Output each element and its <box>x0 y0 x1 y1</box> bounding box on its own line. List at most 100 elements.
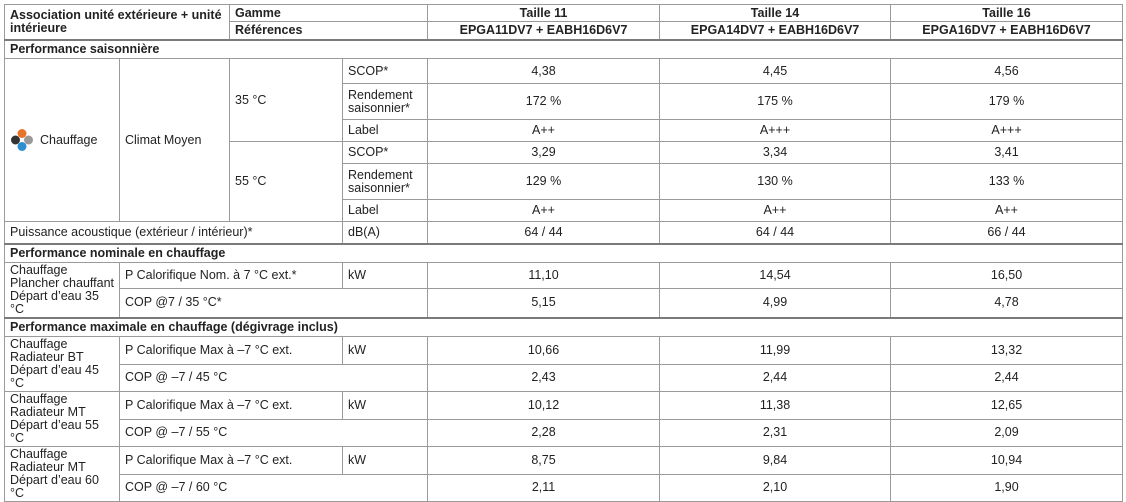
value-cell: 64 / 44 <box>659 221 892 245</box>
gamme-label: Gamme <box>228 3 429 23</box>
value-cell: 2,10 <box>659 473 892 502</box>
value-cell: 179 % <box>890 83 1124 120</box>
association-header: Association unité extérieure + unité int… <box>4 4 230 41</box>
value-cell: 2,09 <box>890 418 1124 447</box>
value-cell: A+++ <box>659 119 892 142</box>
row-label: Rendement saisonnier* <box>341 163 429 200</box>
unit-cell: kW <box>341 336 429 365</box>
row-label: Label <box>341 119 429 142</box>
climat-label: Climat Moyen <box>119 58 230 222</box>
maximal-row: COP @ –7 / 60 °C 2,11 2,10 1,90 <box>5 473 1124 502</box>
value-cell: 13,32 <box>890 336 1124 365</box>
seasonal-row: Label A++ A++ A++ <box>5 199 1124 222</box>
chauffage-label: Chauffage <box>40 132 98 147</box>
seasonal-row: Rendement saisonnier* 129 % 130 % 133 % <box>5 163 1124 200</box>
value-cell: A++ <box>890 199 1124 222</box>
value-cell: 3,29 <box>427 141 661 164</box>
value-cell: 4,56 <box>890 58 1124 84</box>
value-cell: 16,50 <box>890 262 1124 289</box>
nominal-row: COP @7 / 35 °C* 5,15 4,99 4,78 <box>5 287 1124 319</box>
row-label: P Calorifique Max à –7 °C ext. <box>119 391 343 420</box>
maximal-row: Chauffage Radiateur MT Départ d’eau 60 °… <box>4 446 1124 502</box>
value-cell: 9,84 <box>659 446 892 475</box>
acoustic-label: Puissance acoustique (extérieur / intéri… <box>4 221 343 245</box>
value-cell: 11,99 <box>659 336 892 365</box>
value-cell: 2,31 <box>659 418 892 447</box>
group-label: Chauffage Radiateur MT Départ d’eau 60 °… <box>4 446 120 502</box>
value-cell: 14,54 <box>659 262 892 289</box>
maximal-row: Chauffage Radiateur BT Départ d’eau 45 °… <box>4 336 1124 392</box>
value-cell: 12,65 <box>890 391 1124 420</box>
spec-sheet: Association unité extérieure + unité int… <box>3 3 1124 502</box>
value-cell: A++ <box>659 199 892 222</box>
reference-col-2: EPGA14DV7 + EABH16D6V7 <box>659 21 892 41</box>
value-cell: 10,66 <box>427 336 661 365</box>
value-cell: 1,90 <box>890 473 1124 502</box>
gamme-col-1: Taille 11 <box>427 3 661 23</box>
row-label: P Calorifique Nom. à 7 °C ext.* <box>119 262 343 289</box>
value-cell: 8,75 <box>427 446 661 475</box>
reference-col-3: EPGA16DV7 + EABH16D6V7 <box>890 21 1124 41</box>
row-label: Rendement saisonnier* <box>341 83 429 120</box>
value-cell: A++ <box>427 119 661 142</box>
row-label: SCOP* <box>341 141 429 164</box>
chauffage-logo-icon <box>11 129 33 151</box>
value-cell: 130 % <box>659 163 892 200</box>
value-cell: 4,38 <box>427 58 661 84</box>
section-seasonal: Performance saisonnière <box>3 39 1124 59</box>
group-label: Chauffage Radiateur MT Départ d’eau 55 °… <box>4 391 120 447</box>
performance-table: Association unité extérieure + unité int… <box>3 3 1124 502</box>
value-cell: 10,94 <box>890 446 1124 475</box>
value-cell: 11,10 <box>427 262 661 289</box>
section-nominal: Performance nominale en chauffage <box>3 243 1124 263</box>
value-cell: 64 / 44 <box>427 221 661 245</box>
temp-55-label: 55 °C <box>229 141 343 222</box>
value-cell: 175 % <box>659 83 892 120</box>
value-cell: A+++ <box>890 119 1124 142</box>
unit-cell: kW <box>341 262 429 289</box>
gamme-col-3: Taille 16 <box>890 3 1124 23</box>
header-row-gamme: Association unité extérieure + unité int… <box>4 3 1124 41</box>
section-title-nominal: Performance nominale en chauffage <box>3 243 1124 263</box>
row-label: SCOP* <box>341 58 429 84</box>
value-cell: 11,38 <box>659 391 892 420</box>
row-label: COP @ –7 / 45 °C <box>118 363 429 392</box>
row-label: COP @ –7 / 60 °C <box>118 473 429 502</box>
row-label: P Calorifique Max à –7 °C ext. <box>119 336 343 365</box>
value-cell: 66 / 44 <box>890 221 1124 245</box>
seasonal-row: Label A++ A+++ A+++ <box>5 119 1124 142</box>
temp-35-label: 35 °C <box>229 58 343 142</box>
chauffage-cell: Chauffage <box>4 58 120 222</box>
references-label: Références <box>228 21 429 41</box>
value-cell: 4,78 <box>890 287 1124 319</box>
value-cell: 5,15 <box>427 287 661 319</box>
maximal-row: COP @ –7 / 55 °C 2,28 2,31 2,09 <box>5 418 1124 447</box>
value-cell: 133 % <box>890 163 1124 200</box>
seasonal-row: Rendement saisonnier* 172 % 175 % 179 % <box>5 83 1124 120</box>
unit-cell: kW <box>341 391 429 420</box>
nominal-row: Chauffage Plancher chauffant Départ d’ea… <box>4 262 1124 319</box>
row-label: COP @ –7 / 55 °C <box>118 418 429 447</box>
group-label: Chauffage Plancher chauffant Départ d’ea… <box>4 262 120 319</box>
reference-col-1: EPGA11DV7 + EABH16D6V7 <box>427 21 661 41</box>
maximal-row: COP @ –7 / 45 °C 2,43 2,44 2,44 <box>5 363 1124 392</box>
group-label: Chauffage Radiateur BT Départ d’eau 45 °… <box>4 336 120 392</box>
gamme-col-2: Taille 14 <box>659 3 892 23</box>
value-cell: 2,43 <box>427 363 661 392</box>
acoustic-row: Puissance acoustique (extérieur / intéri… <box>4 221 1124 245</box>
acoustic-unit: dB(A) <box>341 221 429 245</box>
maximal-row: Chauffage Radiateur MT Départ d’eau 55 °… <box>4 391 1124 447</box>
section-maximal: Performance maximale en chauffage (dégiv… <box>3 317 1124 337</box>
row-label: P Calorifique Max à –7 °C ext. <box>119 446 343 475</box>
value-cell: 129 % <box>427 163 661 200</box>
value-cell: 10,12 <box>427 391 661 420</box>
value-cell: 172 % <box>427 83 661 120</box>
value-cell: 4,99 <box>659 287 892 319</box>
unit-cell: kW <box>341 446 429 475</box>
value-cell: 2,44 <box>659 363 892 392</box>
value-cell: 4,45 <box>659 58 892 84</box>
seasonal-row: Chauffage Climat Moyen 35 °C SCOP* 4,38 … <box>4 58 1124 222</box>
value-cell: 2,11 <box>427 473 661 502</box>
value-cell: 3,41 <box>890 141 1124 164</box>
row-label: Label <box>341 199 429 222</box>
